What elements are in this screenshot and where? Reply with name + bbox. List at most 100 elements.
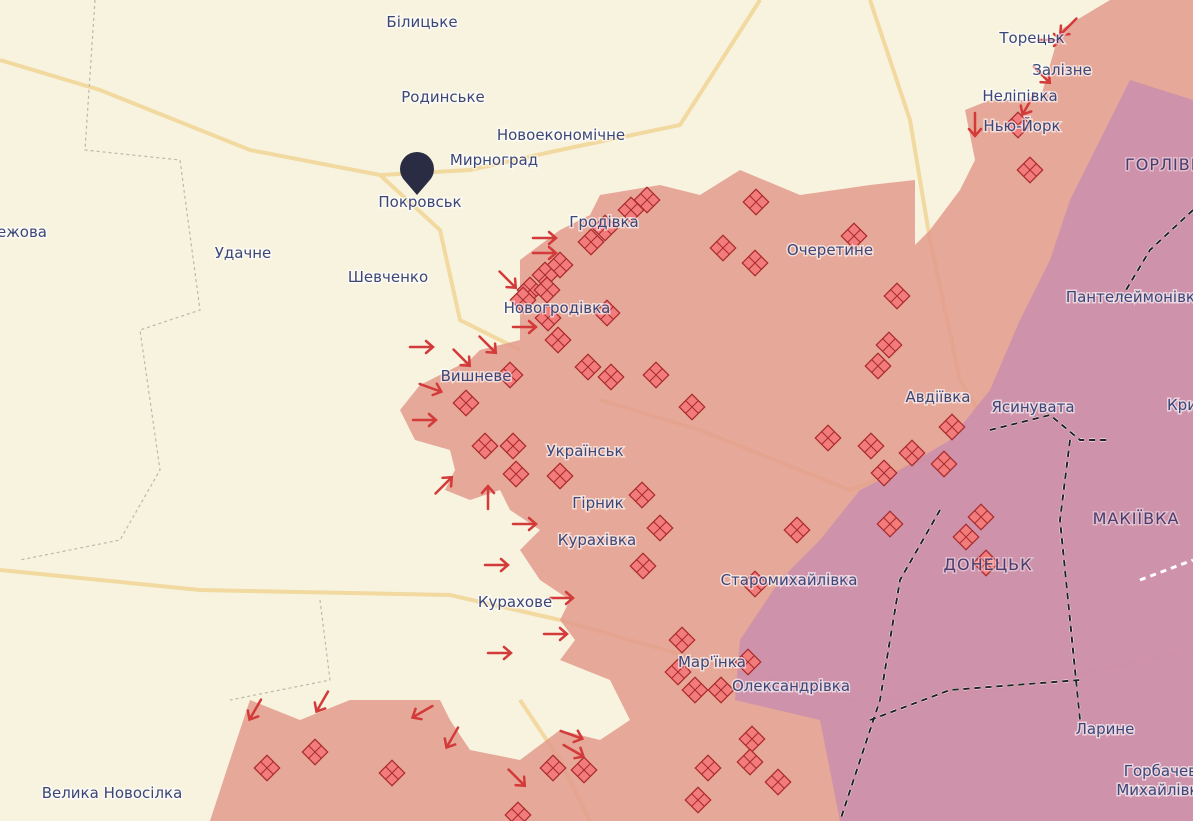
marker-cross [877, 466, 891, 480]
attack-marker [972, 549, 1000, 577]
arrow-shape [411, 412, 438, 428]
advance-arrow [480, 484, 496, 511]
marker-cross [509, 467, 523, 481]
arrow-shape [559, 729, 585, 744]
advance-arrow [531, 230, 558, 246]
attack-marker [597, 363, 625, 391]
place-label: Шевченко [348, 268, 428, 286]
advance-arrow [507, 768, 527, 788]
marker-cross [771, 775, 785, 789]
attack-marker [967, 503, 995, 531]
place-label: Гродівка [569, 213, 638, 231]
place-label: Мар'їнка [678, 653, 746, 671]
marker-cross [945, 420, 959, 434]
place-label: Ларине [1076, 720, 1135, 738]
arrow-shape [531, 245, 558, 261]
attack-marker [952, 523, 980, 551]
attack-marker [738, 725, 766, 753]
place-label: Українськ [546, 442, 623, 460]
attack-marker [664, 658, 692, 686]
marker-cross [308, 745, 322, 759]
place-label: Мирноград [450, 151, 538, 169]
place-label: Старомихайлівка [721, 571, 858, 589]
attack-marker [496, 361, 524, 389]
marker-cross [749, 195, 763, 209]
marker-cross [584, 235, 598, 249]
arrow-shape [452, 348, 472, 368]
attack-marker [681, 676, 709, 704]
labels: Білицьке Родинське Новоекономічне Мирноград… [0, 12, 1193, 804]
marker-cross [553, 469, 567, 483]
place-label: Велика Новосілка [42, 784, 183, 802]
advance-arrow [486, 645, 513, 661]
marker-cross [671, 665, 685, 679]
city-label: МАКІЇВКА [1093, 509, 1180, 528]
attack-marker [741, 570, 769, 598]
marker-cross [260, 761, 274, 775]
city-label: ДОНЕЦЬК [944, 555, 1033, 574]
arrow-shape [1019, 93, 1036, 117]
place-label: Очеретине [787, 241, 873, 259]
advance-arrow [313, 690, 330, 714]
arrow-shape [313, 690, 330, 714]
attack-marker [534, 304, 562, 332]
marker-cross [385, 766, 399, 780]
marker-cross [959, 530, 973, 544]
place-label: Нью-Йорк [983, 116, 1060, 135]
place-label: Удачне [215, 244, 272, 262]
marker-cross [649, 368, 663, 382]
advance-arrow [542, 626, 569, 642]
attack-marker [617, 196, 645, 224]
advance-arrow [434, 475, 454, 495]
attack-marker [741, 249, 769, 277]
attack-marker [876, 510, 904, 538]
marker-cross [979, 556, 993, 570]
place-label: Авдіївка [906, 388, 971, 406]
attack-marker [642, 361, 670, 389]
dpr-zone [735, 80, 1193, 821]
marker-cross [581, 360, 595, 374]
marker-cross [598, 221, 612, 235]
advance-arrow [418, 382, 444, 397]
marker-cross [640, 193, 654, 207]
attack-marker [301, 738, 329, 766]
attack-marker [678, 393, 706, 421]
arrow-shape [478, 335, 498, 355]
attack-marker [875, 331, 903, 359]
marker-cross [675, 633, 689, 647]
arrow-shape [486, 645, 513, 661]
arrow-shape [511, 516, 538, 532]
city-label: ГОРЛІВКА [1125, 155, 1193, 174]
marker-cross [653, 521, 667, 535]
advance-arrow [1019, 93, 1036, 117]
marker-cross [974, 510, 988, 524]
place-label: Ясинувата [991, 398, 1074, 416]
arrow-shape [410, 704, 434, 721]
marker-cross [688, 683, 702, 697]
marker-cross [821, 431, 835, 445]
attack-marker [593, 299, 621, 327]
advance-arrow [562, 743, 586, 760]
arrow-shape [507, 768, 527, 788]
advance-arrow [967, 111, 983, 138]
arrow-shape [967, 111, 983, 138]
arrow-shape [542, 626, 569, 642]
attack-marker [546, 462, 574, 490]
arrow-shape [548, 590, 575, 606]
marker-cross [636, 559, 650, 573]
attack-marker [544, 326, 572, 354]
place-label: Новогродівка [504, 299, 611, 317]
attack-marker [570, 756, 598, 784]
marker-cross [538, 268, 552, 282]
attack-marker [883, 282, 911, 310]
district-borders [19, 0, 331, 701]
arrow-shape [434, 475, 454, 495]
attack-marker [864, 352, 892, 380]
place-label: Вишневе [441, 367, 512, 385]
marker-cross [882, 338, 896, 352]
advance-arrow [1036, 32, 1063, 48]
arrow-shape [246, 698, 263, 722]
marker-cross [748, 577, 762, 591]
advance-arrow [443, 726, 460, 750]
